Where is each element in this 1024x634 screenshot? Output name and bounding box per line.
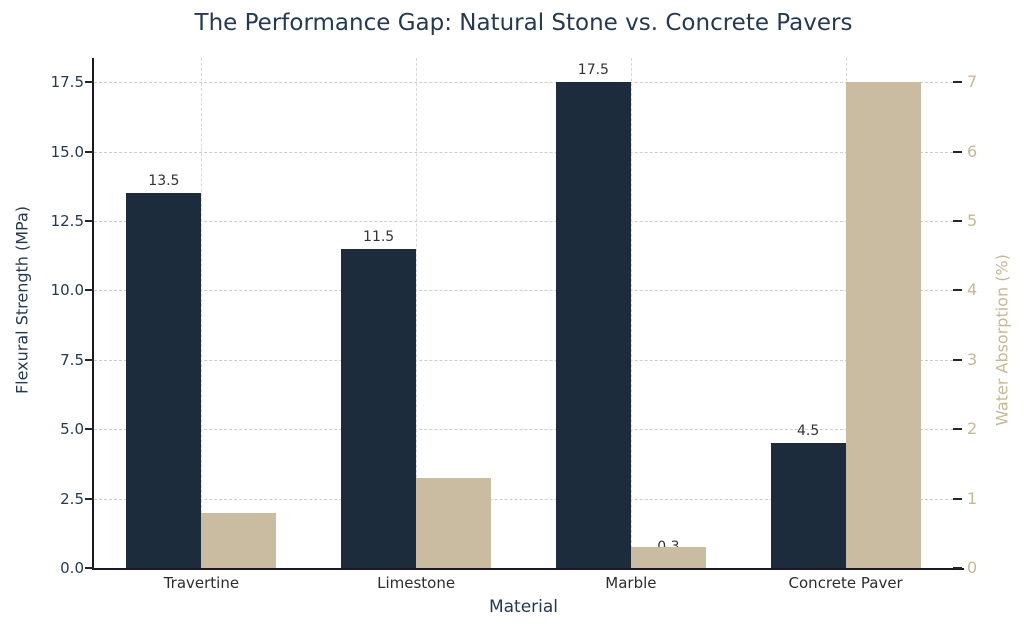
bar-value-label: 17.5	[577, 62, 609, 79]
h-gridline	[94, 221, 953, 223]
h-gridline	[94, 290, 953, 292]
water-absorption-bar	[845, 82, 921, 568]
right-tick-mark	[953, 497, 962, 500]
bar-value-label: 13.5	[148, 173, 180, 190]
plot-area: 13.511.517.54.50.3	[94, 58, 953, 568]
x-tick-label: Travertine	[163, 574, 240, 592]
x-tick-label: Limestone	[377, 574, 456, 592]
left-axis-spine	[92, 58, 94, 570]
left-tick-mark	[85, 497, 94, 500]
h-gridline	[94, 498, 953, 500]
flexural-strength-bar	[770, 443, 846, 568]
x-axis-title: Material	[488, 597, 559, 617]
right-tick-mark	[953, 567, 962, 569]
right-tick-mark	[953, 358, 962, 361]
v-gridline	[630, 58, 632, 568]
right-tick-mark	[953, 220, 962, 223]
h-gridline	[94, 82, 953, 84]
left-tick-label: 2.5	[60, 489, 84, 508]
left-tick-mark	[85, 220, 94, 223]
right-tick-label: 7	[967, 72, 978, 92]
flexural-strength-bar	[555, 82, 631, 568]
left-tick-label: 12.5	[50, 212, 84, 231]
h-gridline	[94, 359, 953, 361]
water-absorption-bar	[416, 477, 492, 568]
right-tick-label: 0	[967, 558, 978, 577]
right-tick-mark	[953, 150, 962, 153]
left-tick-mark	[85, 150, 94, 153]
water-absorption-bar	[201, 512, 277, 568]
right-tick-mark	[953, 289, 962, 292]
flexural-strength-bar	[341, 248, 417, 568]
flexural-strength-bar	[126, 193, 202, 568]
left-tick-mark	[85, 358, 94, 361]
h-gridline	[94, 429, 953, 431]
x-tick-label: Concrete Paver	[788, 574, 903, 592]
v-gridline	[201, 58, 203, 568]
left-tick-label: 10.0	[50, 281, 84, 300]
bottom-axis-spine	[92, 568, 964, 570]
right-tick-mark	[953, 428, 962, 431]
left-tick-label: 15.0	[50, 142, 84, 161]
left-tick-label: 0.0	[60, 559, 84, 577]
h-gridline	[94, 151, 953, 153]
left-tick-label: 7.5	[60, 350, 84, 369]
chart-title: The Performance Gap: Natural Stone vs. C…	[194, 10, 853, 36]
left-tick-label: 5.0	[60, 420, 84, 439]
x-tick-label: Marble	[605, 574, 657, 592]
right-tick-label: 5	[967, 211, 978, 231]
left-tick-mark	[85, 289, 94, 292]
left-tick-label: 17.5	[50, 73, 84, 92]
left-tick-mark	[85, 81, 94, 84]
right-tick-label: 6	[967, 141, 978, 161]
right-tick-label: 2	[967, 419, 978, 439]
right-tick-label: 4	[967, 280, 978, 300]
water-absorption-bar	[630, 547, 706, 568]
bar-value-label: 4.5	[796, 423, 820, 440]
left-tick-mark	[85, 567, 94, 569]
v-gridline	[416, 58, 418, 568]
right-tick-mark	[953, 81, 962, 84]
left-tick-mark	[85, 428, 94, 431]
bar-value-label: 11.5	[363, 228, 395, 245]
right-tick-label: 1	[967, 488, 978, 508]
right-tick-label: 3	[967, 349, 978, 369]
